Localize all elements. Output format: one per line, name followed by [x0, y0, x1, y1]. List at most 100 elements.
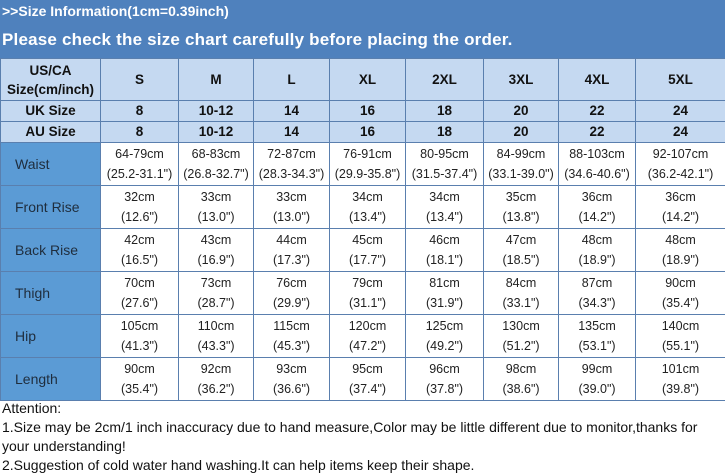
cell-text: 135cm: [559, 316, 635, 336]
cell-text: (35.4"): [101, 379, 178, 399]
measurement-value: 98cm(38.6"): [484, 358, 559, 401]
title-banner: >>Size Information(1cm=0.39inch) Please …: [0, 0, 725, 58]
au-size-label: AU Size: [1, 122, 101, 143]
cell-text: (37.4"): [330, 379, 405, 399]
size-header: 3XL: [484, 59, 559, 101]
measurement-value: 70cm(27.6"): [101, 272, 179, 315]
measurement-value: 90cm(35.4"): [101, 358, 179, 401]
cell-text: 72-87cm: [254, 144, 329, 164]
measurement-value: 80-95cm(31.5-37.4"): [406, 143, 484, 186]
cell-text: 81cm: [406, 273, 483, 293]
size-header: 2XL: [406, 59, 484, 101]
size-header: S: [101, 59, 179, 101]
cell-text: (13.4"): [406, 207, 483, 227]
cell-text: 70cm: [101, 273, 178, 293]
cell-text: 46cm: [406, 230, 483, 250]
measurement-label: Thigh: [1, 272, 101, 315]
cell-text: (13.0"): [254, 207, 329, 227]
cell-text: (31.5-37.4"): [406, 164, 483, 184]
measurement-value: 35cm(13.8"): [484, 186, 559, 229]
cell-text: (18.9"): [636, 250, 725, 270]
cell-text: 33cm: [254, 187, 329, 207]
cell-text: (31.1"): [330, 293, 405, 313]
cell-text: (29.9"): [254, 293, 329, 313]
uk-size-value: 24: [636, 101, 725, 122]
cell-text: 88-103cm: [559, 144, 635, 164]
measurement-value: 130cm(51.2"): [484, 315, 559, 358]
measurement-value: 92-107cm(36.2-42.1"): [636, 143, 725, 186]
cell-text: 32cm: [101, 187, 178, 207]
measurement-value: 44cm(17.3"): [254, 229, 330, 272]
cell-text: 76-91cm: [330, 144, 405, 164]
cell-text: (18.5"): [484, 250, 558, 270]
cell-text: 140cm: [636, 316, 725, 336]
cell-text: 34cm: [330, 187, 405, 207]
measurement-value: 47cm(18.5"): [484, 229, 559, 272]
cell-text: (31.9"): [406, 293, 483, 313]
measurement-value: 81cm(31.9"): [406, 272, 484, 315]
size-header: L: [254, 59, 330, 101]
cell-text: (35.4"): [636, 293, 725, 313]
measurement-value: 68-83cm(26.8-32.7"): [179, 143, 254, 186]
measurement-value: 84-99cm(33.1-39.0"): [484, 143, 559, 186]
uk-size-value: 18: [406, 101, 484, 122]
au-size-value: 20: [484, 122, 559, 143]
cell-text: (38.6"): [484, 379, 558, 399]
au-size-value: 10-12: [179, 122, 254, 143]
measurement-value: 48cm(18.9"): [559, 229, 636, 272]
measurement-label: Length: [1, 358, 101, 401]
measurement-value: 33cm(13.0"): [179, 186, 254, 229]
cell-text: 80-95cm: [406, 144, 483, 164]
cell-text: 43cm: [179, 230, 253, 250]
uk-size-value: 14: [254, 101, 330, 122]
cell-text: (43.3"): [179, 336, 253, 356]
measurement-value: 36cm(14.2"): [636, 186, 725, 229]
measurement-value: 34cm(13.4"): [330, 186, 406, 229]
au-size-value: 14: [254, 122, 330, 143]
measurement-value: 96cm(37.8"): [406, 358, 484, 401]
cell-text: (26.8-32.7"): [179, 164, 253, 184]
au-size-value: 24: [636, 122, 725, 143]
measurement-value: 84cm(33.1"): [484, 272, 559, 315]
size-header: 5XL: [636, 59, 725, 101]
cell-text: 90cm: [636, 273, 725, 293]
au-size-value: 8: [101, 122, 179, 143]
cell-text: (18.1"): [406, 250, 483, 270]
measurement-value: 48cm(18.9"): [636, 229, 725, 272]
cell-text: 96cm: [406, 359, 483, 379]
measurement-value: 73cm(28.7"): [179, 272, 254, 315]
cell-text: (27.6"): [101, 293, 178, 313]
measurement-value: 88-103cm(34.6-40.6"): [559, 143, 636, 186]
cell-text: 95cm: [330, 359, 405, 379]
measurement-value: 36cm(14.2"): [559, 186, 636, 229]
cell-text: 110cm: [179, 316, 253, 336]
measurement-value: 105cm(41.3"): [101, 315, 179, 358]
cell-text: (49.2"): [406, 336, 483, 356]
cell-text: US/CA: [1, 61, 100, 80]
cell-text: Size(cm/inch): [1, 80, 100, 99]
measurement-value: 76cm(29.9"): [254, 272, 330, 315]
attention-notes: Attention: 1.Size may be 2cm/1 inch inac…: [2, 399, 722, 475]
measurement-value: 72-87cm(28.3-34.3"): [254, 143, 330, 186]
note-2: 2.Suggestion of cold water hand washing.…: [2, 456, 722, 475]
cell-text: 33cm: [179, 187, 253, 207]
measurement-value: 125cm(49.2"): [406, 315, 484, 358]
cell-text: (13.8"): [484, 207, 558, 227]
cell-text: (39.8"): [636, 379, 725, 399]
measurement-value: 87cm(34.3"): [559, 272, 636, 315]
au-size-value: 22: [559, 122, 636, 143]
measurement-value: 46cm(18.1"): [406, 229, 484, 272]
cell-text: 42cm: [101, 230, 178, 250]
attention-title: Attention:: [2, 399, 722, 418]
cell-text: (47.2"): [330, 336, 405, 356]
uk-size-value: 22: [559, 101, 636, 122]
cell-text: (36.2"): [179, 379, 253, 399]
cell-text: 120cm: [330, 316, 405, 336]
measurement-value: 90cm(35.4"): [636, 272, 725, 315]
cell-text: (34.6-40.6"): [559, 164, 635, 184]
